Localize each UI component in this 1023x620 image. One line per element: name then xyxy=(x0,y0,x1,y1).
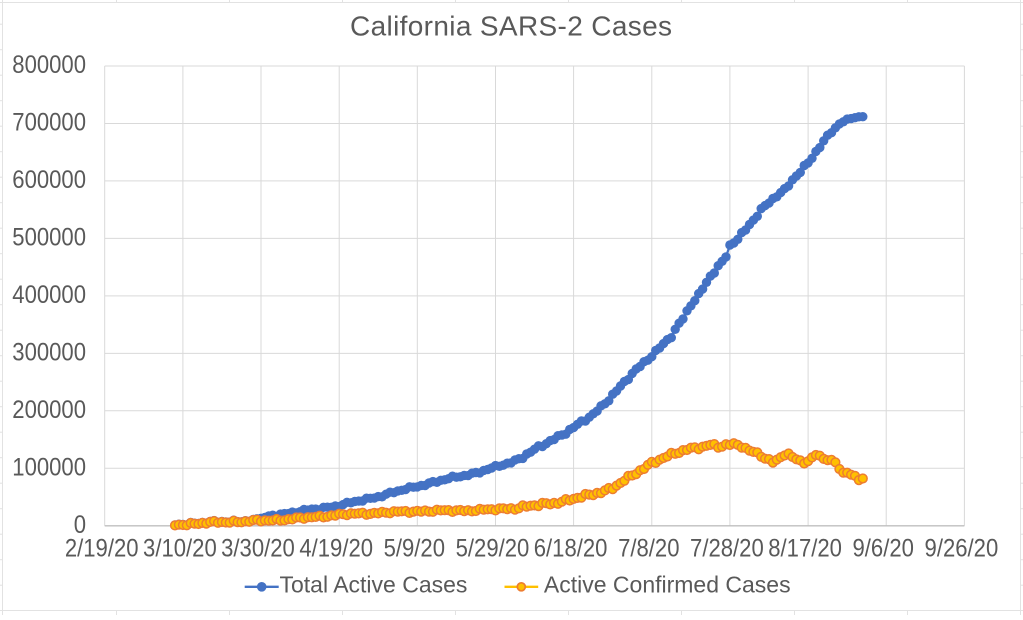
svg-text:Active Confirmed Cases: Active Confirmed Cases xyxy=(544,572,791,598)
svg-text:800000: 800000 xyxy=(12,51,86,79)
svg-text:California SARS-2 Cases: California SARS-2 Cases xyxy=(350,11,672,42)
svg-text:8/17/20: 8/17/20 xyxy=(768,534,842,562)
svg-text:400000: 400000 xyxy=(12,281,86,309)
svg-text:2/19/20: 2/19/20 xyxy=(65,534,139,562)
svg-text:Total Active Cases: Total Active Cases xyxy=(280,572,468,598)
svg-text:700000: 700000 xyxy=(12,109,86,137)
svg-text:9/26/20: 9/26/20 xyxy=(925,534,999,562)
svg-text:5/9/20: 5/9/20 xyxy=(384,534,445,562)
svg-text:600000: 600000 xyxy=(12,166,86,194)
svg-text:4/19/20: 4/19/20 xyxy=(299,534,373,562)
svg-text:9/6/20: 9/6/20 xyxy=(853,534,914,562)
svg-text:100000: 100000 xyxy=(12,453,86,481)
svg-text:3/30/20: 3/30/20 xyxy=(221,534,295,562)
svg-text:3/10/20: 3/10/20 xyxy=(143,534,217,562)
svg-text:0: 0 xyxy=(74,511,86,539)
svg-text:7/28/20: 7/28/20 xyxy=(690,534,764,562)
svg-text:7/8/20: 7/8/20 xyxy=(618,534,679,562)
svg-text:300000: 300000 xyxy=(12,338,86,366)
svg-text:5/29/20: 5/29/20 xyxy=(456,534,530,562)
svg-text:500000: 500000 xyxy=(12,223,86,251)
svg-text:6/18/20: 6/18/20 xyxy=(534,534,608,562)
svg-text:200000: 200000 xyxy=(12,396,86,424)
